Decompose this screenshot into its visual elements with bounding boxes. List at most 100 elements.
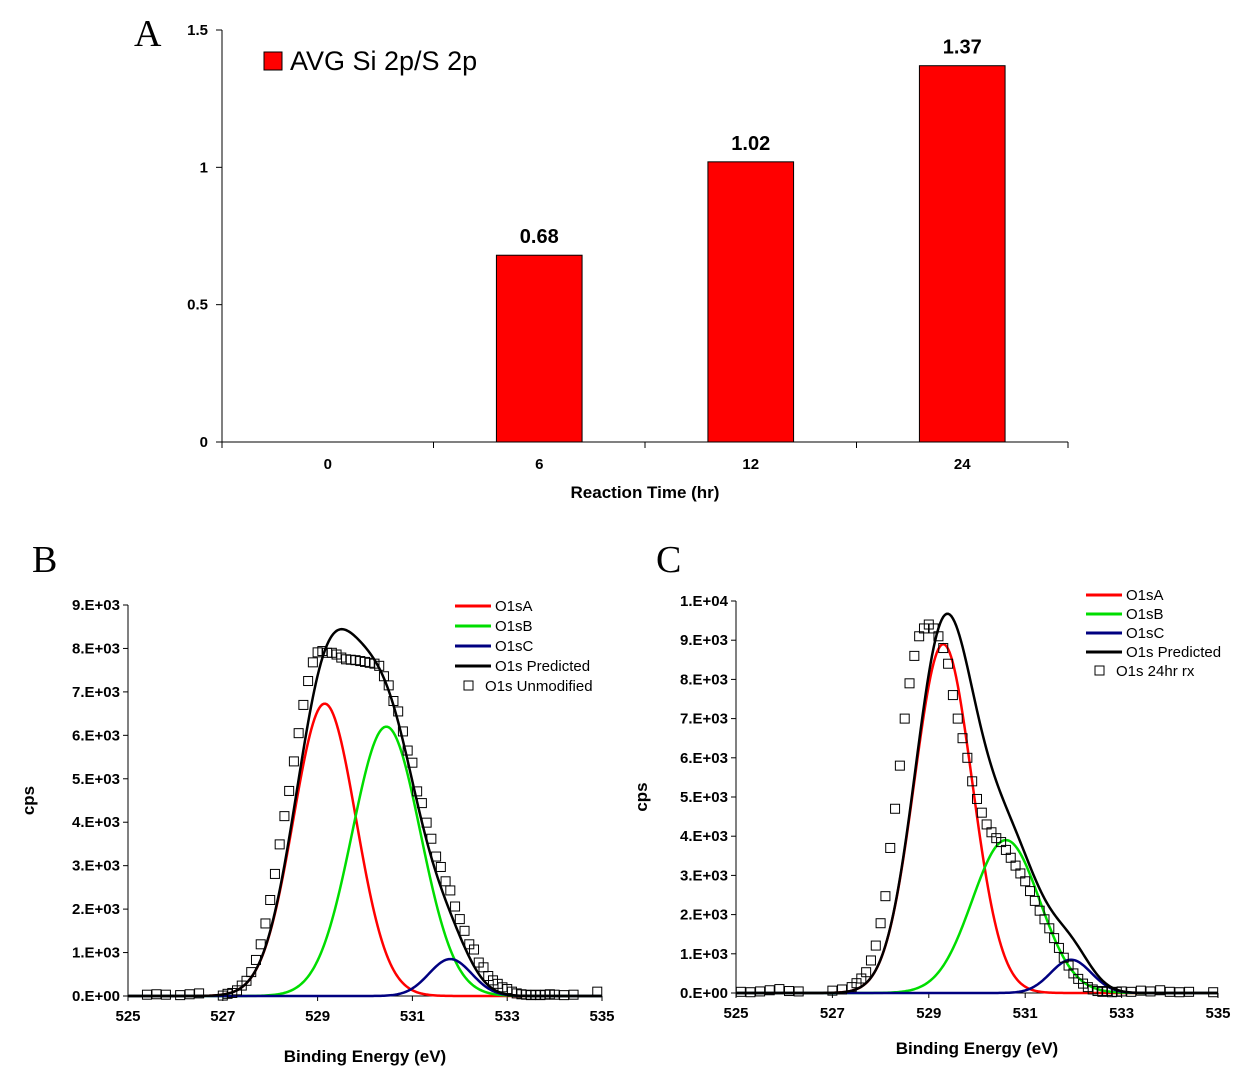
data-point: [1135, 985, 1146, 996]
legend-label: O1sA: [1126, 587, 1164, 604]
y-tick-label: 9.E+03: [72, 597, 120, 614]
bar: [495, 254, 583, 443]
legend-marker: [463, 680, 474, 691]
component-curve-O1sB: [736, 838, 1218, 995]
y-tick-label: 1.E+03: [680, 946, 728, 963]
data-point: [938, 643, 949, 654]
component-curve-O1sB: [128, 725, 602, 998]
data-point: [402, 745, 413, 756]
x-tick-label: 525: [723, 1005, 748, 1022]
y-axis-title: cps: [19, 786, 38, 815]
data-point: [265, 894, 276, 905]
panel-label: B: [32, 539, 57, 581]
legend-label: O1s 24hr rx: [1116, 663, 1195, 680]
data-point: [1116, 986, 1127, 997]
data-point: [894, 760, 905, 771]
data-point: [1145, 986, 1156, 997]
data-point: [755, 986, 766, 997]
data-point: [890, 803, 901, 814]
data-point: [426, 833, 437, 844]
component-curve-O1sA: [736, 642, 1218, 995]
data-point: [957, 733, 968, 744]
component-curve-O1sA: [128, 702, 602, 998]
data-point: [407, 757, 418, 768]
x-tick-label: 12: [742, 456, 759, 473]
data-point: [194, 988, 205, 999]
legend-label: O1s Predicted: [495, 658, 590, 675]
data-point: [184, 989, 195, 1000]
data-point: [393, 706, 404, 717]
data-point: [260, 918, 271, 929]
data-point: [1020, 876, 1031, 887]
x-tick-label: 535: [589, 1008, 614, 1025]
data-point: [255, 939, 266, 950]
x-axis-title: Binding Energy (eV): [896, 1039, 1058, 1058]
y-tick-label: 5.E+03: [680, 789, 728, 806]
legend-marker: [1094, 665, 1105, 676]
panel-label: C: [656, 539, 681, 581]
data-point: [151, 989, 162, 1000]
y-tick-label: 8.E+03: [680, 671, 728, 688]
legend-label: O1sC: [1126, 625, 1165, 642]
data-point: [1049, 933, 1060, 944]
data-point: [972, 793, 982, 804]
bar: [918, 65, 1006, 443]
data-point: [837, 984, 848, 995]
y-tick-label: 6.E+03: [680, 750, 728, 767]
panel-b-xps-spectrum: B 0.E+00 1.E+03 2.E+03 3.E+03 4.E+03 5.E+03 6.E…: [19, 539, 615, 1066]
x-tick-label: 24: [954, 456, 971, 473]
data-point: [880, 891, 891, 902]
x-axis-title: Binding Energy (eV): [284, 1047, 446, 1066]
data-point: [865, 955, 876, 966]
bar: [707, 161, 795, 443]
fit-curve-predicted: [128, 627, 602, 998]
data-point: [899, 713, 910, 724]
legend-label: O1s Unmodified: [485, 678, 593, 695]
data-point: [459, 925, 470, 936]
data-point: [160, 989, 171, 1000]
data-point: [933, 631, 944, 642]
y-tick-label: 1.E+04: [680, 593, 729, 610]
data-point: [870, 940, 881, 951]
y-tick-label: 3.E+03: [72, 858, 120, 875]
data-point: [793, 986, 804, 997]
data-point: [885, 842, 896, 853]
legend-label: O1s Predicted: [1126, 644, 1221, 661]
y-tick-label: 0.E+00: [680, 985, 728, 1002]
data-point: [875, 918, 886, 929]
data-point: [307, 657, 318, 668]
x-tick-label: 0: [324, 456, 332, 473]
data-point: [568, 989, 579, 1000]
data-point: [469, 944, 480, 955]
data-point: [1126, 986, 1137, 997]
data-label: 1.37: [943, 37, 982, 59]
data-point: [1164, 986, 1175, 997]
data-point: [1053, 942, 1064, 953]
data-point: [1208, 987, 1219, 998]
legend-label: O1sB: [495, 618, 533, 635]
data-point: [141, 989, 152, 1000]
data-point: [412, 786, 423, 797]
legend-label: O1sC: [495, 638, 534, 655]
data-point: [952, 713, 963, 724]
data-point: [288, 756, 299, 767]
x-tick-label: 527: [820, 1005, 845, 1022]
y-tick-label: 0.5: [187, 297, 208, 314]
x-tick-label: 533: [1109, 1005, 1134, 1022]
legend-swatch: [263, 51, 283, 71]
data-point: [827, 985, 838, 996]
y-tick-label: 4.E+03: [680, 828, 728, 845]
data-label: 0.68: [520, 226, 559, 248]
data-point: [1044, 923, 1055, 934]
panel-a-bar-chart: A 0 0.5 1 1.5 0 6 0.68 12 1.02 24 1.37 Reaction Time…: [134, 13, 1069, 502]
data-point: [909, 650, 920, 661]
data-point: [1184, 986, 1195, 997]
data-point: [1174, 987, 1185, 998]
data-point: [784, 986, 795, 997]
y-tick-label: 9.E+03: [680, 632, 728, 649]
data-point: [967, 776, 978, 787]
data-point: [962, 752, 973, 763]
x-tick-label: 535: [1205, 1005, 1230, 1022]
legend-label: O1sA: [495, 598, 533, 615]
